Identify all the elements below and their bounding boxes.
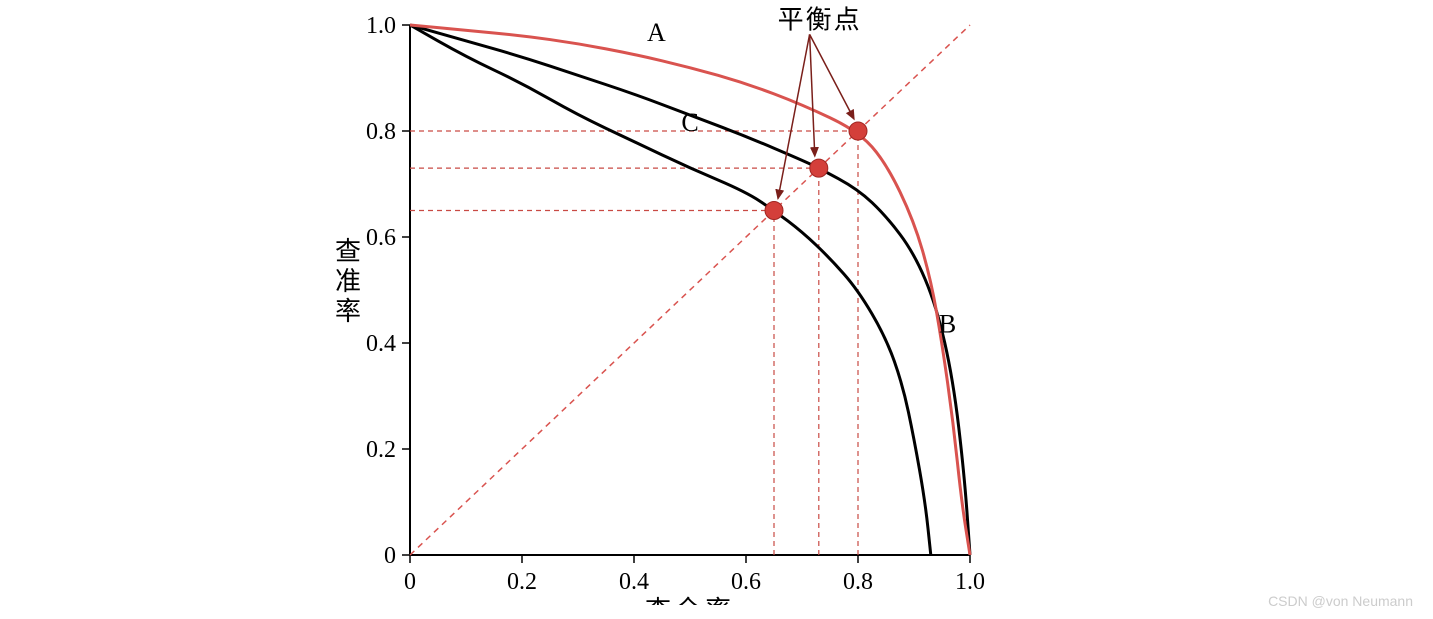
break-even-point-A [849,122,867,140]
y-tick-label: 0.6 [366,225,396,251]
y-tick-label: 1.0 [366,13,396,39]
arrow-to-C [778,34,810,198]
curve-label-C: C [681,108,698,137]
y-tick-label: 0.2 [366,437,396,463]
diagonal-line [410,25,970,555]
x-tick-label: 0.6 [731,569,761,595]
x-axis-label: 查全率 [645,596,735,605]
curve-label-A: A [647,18,666,47]
x-tick-label: 1.0 [955,569,985,595]
break-even-point-C [765,202,783,220]
x-tick-label: 0 [404,569,416,595]
x-tick-label: 0.4 [619,569,649,595]
arrow-to-A [810,34,854,119]
break-even-point-B [810,159,828,177]
x-tick-label: 0.8 [843,569,873,595]
break-even-label: 平衡点 [778,5,862,34]
y-tick-label: 0.4 [366,331,396,357]
watermark: CSDN @von Neumann [1268,593,1413,609]
curve-label-B: B [939,309,956,338]
pr-curve-chart: 00 0.2 0.2 0.4 0.4 0.6 0.6 0.8 0.8 1.0 1.0 查全率 查准率 A B… [330,5,1030,605]
y-axis-label: 查准率 [335,237,365,326]
curve-C [410,25,931,555]
x-tick-label: 0.2 [507,569,537,595]
arrow-to-B [810,34,815,156]
y-tick-label: 0 [384,543,396,569]
y-tick-label: 0.8 [366,119,396,145]
